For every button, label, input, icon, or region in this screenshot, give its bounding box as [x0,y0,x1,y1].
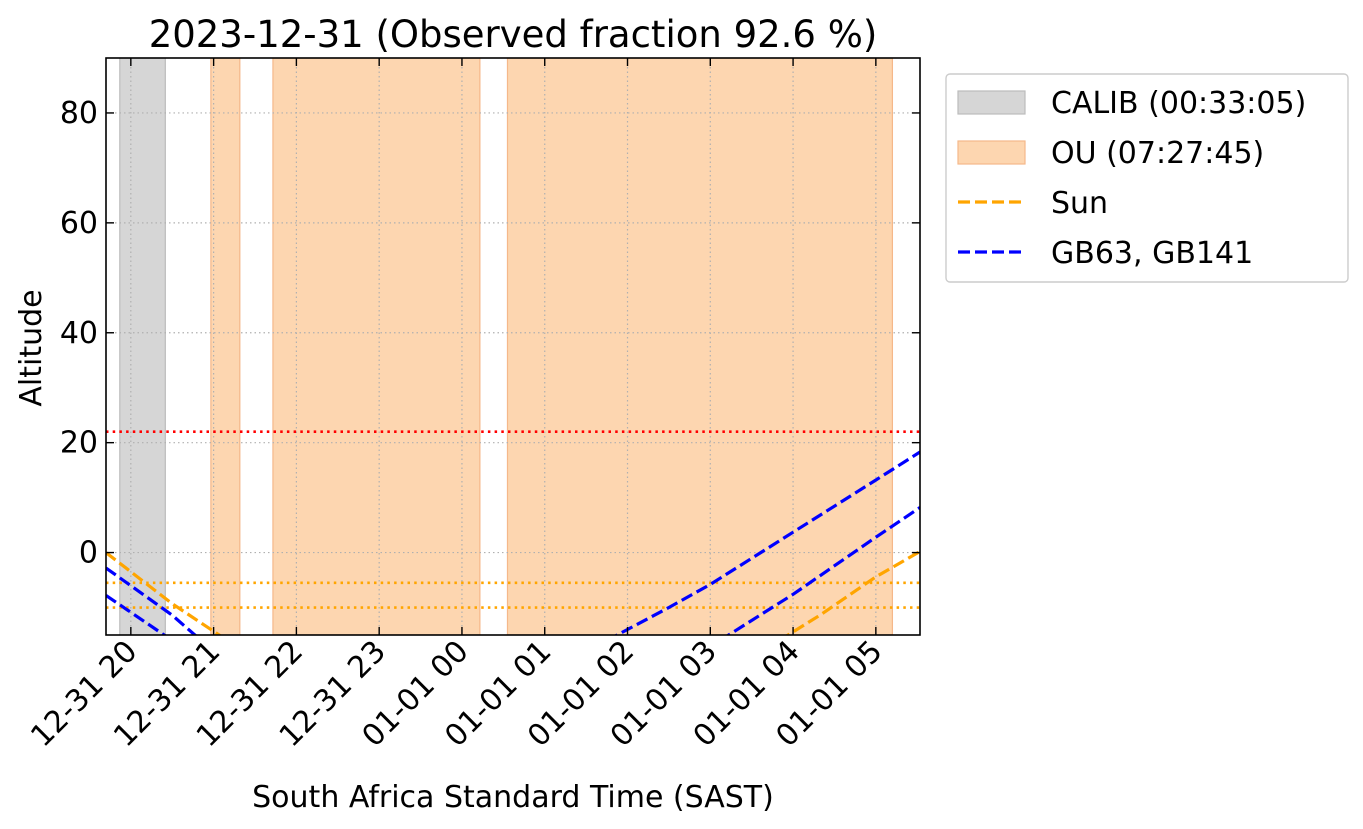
ytick-label-3: 60 [60,206,98,241]
legend-label-3: GB63, GB141 [1051,236,1253,271]
legend-label-2: Sun [1051,186,1108,221]
altitude-curves [106,450,920,635]
axis-ticks [106,58,920,635]
span-2 [272,58,481,635]
plot-area [106,58,920,635]
curve-3 [106,594,167,635]
curve-0 [106,551,223,635]
plot-frame [105,57,921,636]
legend-items: CALIB (00:33:05) OU (07:27:45) Sun GB63, GB… [957,86,1306,271]
grid-lines [106,58,920,635]
span-3 [506,58,894,635]
observation-spans [119,58,894,635]
curve-1 [785,550,920,635]
ytick-label-1: 20 [60,426,98,461]
legend-swatch-1 [957,140,1026,165]
chart-title: 2023-12-31 (Observed fraction 92.6 %) [149,13,878,56]
y-axis-label: Altitude [14,289,49,406]
ytick-label-4: 80 [60,96,98,131]
legend-box [945,73,1349,283]
legend-label-0: CALIB (00:33:05) [1051,86,1306,121]
span-0 [119,58,166,635]
y-tick-labels: 0 20 40 60 80 [60,96,98,571]
legend: CALIB (00:33:05) OU (07:27:45) Sun GB63, GB… [945,73,1349,283]
ytick-label-2: 40 [60,316,98,351]
legend-label-1: OU (07:27:45) [1051,136,1264,171]
x-axis-label: South Africa Standard Time (SAST) [252,780,774,815]
legend-swatch-0 [957,90,1026,115]
curve-5 [725,506,920,635]
curve-2 [106,566,198,635]
curve-4 [613,450,920,635]
span-1 [210,58,241,635]
ytick-label-0: 0 [79,536,98,571]
threshold-lines [106,430,920,609]
